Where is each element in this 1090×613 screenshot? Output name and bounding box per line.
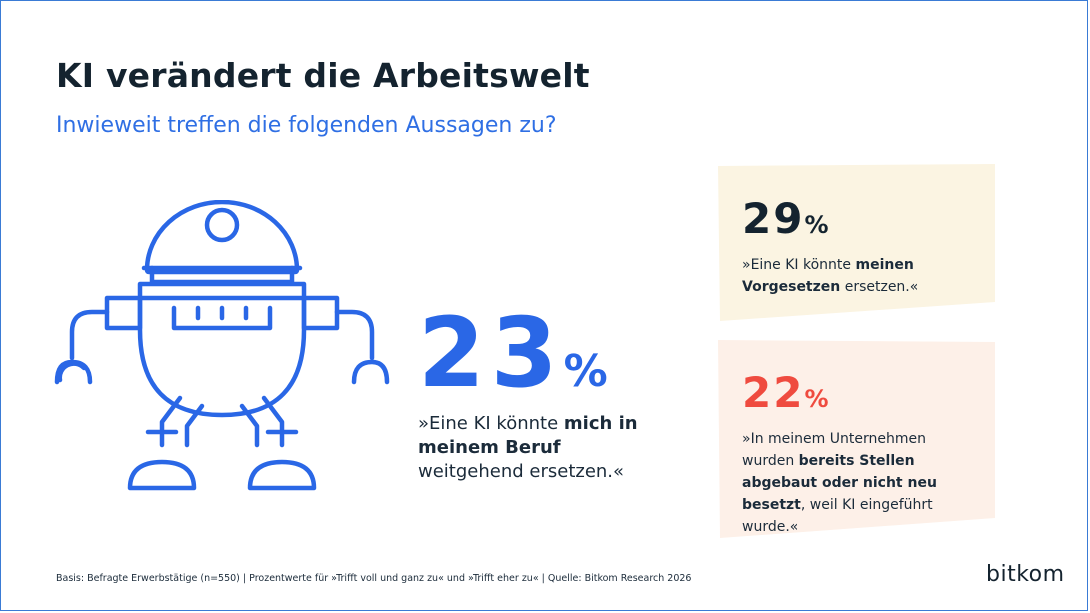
main-quote-bold: mich in meinem Beruf (418, 413, 638, 458)
robot-icon (54, 200, 390, 491)
card-2: 22% »In meinem Unternehmen wurden bereit… (742, 372, 982, 538)
main-quote-post: weitgehend ersetzen.« (418, 461, 625, 482)
card-2-quote: »In meinem Unternehmen wurden bereits St… (742, 431, 937, 535)
card-1-value: 29 (742, 194, 805, 243)
main-value: 23 (418, 297, 564, 409)
card-1-quote: »Eine KI könnte meinen Vorgesetzen erset… (742, 257, 919, 295)
main-statistic: 23% (418, 305, 608, 401)
main-quote: »Eine KI könnte mich in meinem Beruf wei… (418, 412, 638, 484)
card-1-percent-sign: % (804, 211, 829, 239)
bitkom-logo: bitkom (986, 562, 1065, 587)
page-subtitle: Inwieweit treffen die folgenden Aussagen… (56, 113, 557, 138)
page-title: KI verändert die Arbeitswelt (56, 56, 590, 95)
card-2-background (718, 340, 995, 538)
card-2-percent-sign: % (804, 385, 829, 413)
main-percent-sign: % (563, 346, 608, 397)
card-2-value: 22 (742, 368, 805, 417)
card-1-background (718, 164, 995, 321)
source-footnote: Basis: Befragte Erwerbstätige (n=550) | … (56, 573, 692, 584)
card-1: 29% »Eine KI könnte meinen Vorgesetzen e… (742, 198, 982, 298)
main-quote-pre: »Eine KI könnte (418, 413, 564, 434)
